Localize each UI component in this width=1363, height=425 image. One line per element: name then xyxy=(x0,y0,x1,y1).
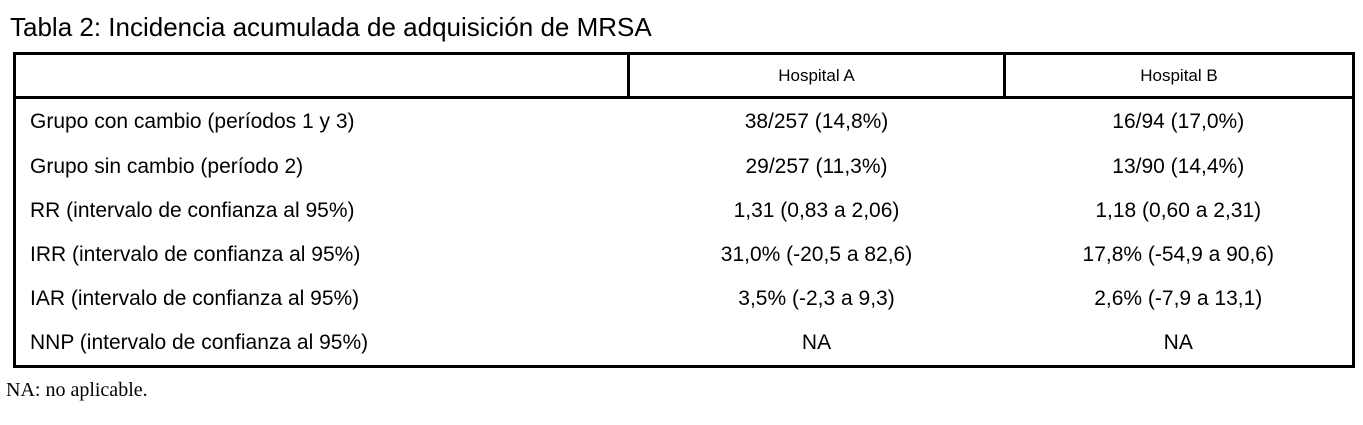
table-row: Grupo sin cambio (período 2) 29/257 (11,3… xyxy=(15,145,1354,189)
hospital-a-value: 29/257 (11,3%) xyxy=(745,155,888,178)
results-table-body: Grupo con cambio (períodos 1 y 3) 38/257 … xyxy=(15,98,1354,367)
header-hospital-a: Hospital A xyxy=(627,53,1005,99)
hospital-a-value: 3,5% (-2,3 a 9,3) xyxy=(738,287,895,310)
table-row: Grupo con cambio (períodos 1 y 3) 38/257 … xyxy=(15,98,1354,146)
row-label: RR (intervalo de confianza al 95%) xyxy=(30,199,355,222)
hospital-b-value: 17,8% (-54,9 a 90,6) xyxy=(1082,243,1274,266)
table-row: NNP (intervalo de confianza al 95%) NA NA xyxy=(15,321,1354,367)
hospital-b-value: 13/90 (14,4%) xyxy=(1112,155,1245,178)
hospital-b-value: NA xyxy=(1163,331,1193,354)
results-table: Hospital A Hospital B Grupo con cambio (… xyxy=(13,52,1355,368)
table-row: RR (intervalo de confianza al 95%) 1,31 (… xyxy=(15,189,1354,233)
row-label: IRR (intervalo de confianza al 95%) xyxy=(30,243,361,266)
header-row: Hospital A Hospital B xyxy=(14,53,1354,99)
table-row: IRR (intervalo de confianza al 95%) 31,0%… xyxy=(15,233,1354,277)
row-label: Grupo con cambio (períodos 1 y 3) xyxy=(30,110,355,133)
row-label: NNP (intervalo de confianza al 95%) xyxy=(30,331,369,354)
hospital-a-value: 38/257 (14,8%) xyxy=(744,110,889,133)
header-empty-cell xyxy=(14,53,629,99)
hospital-b-value: 16/94 (17,0%) xyxy=(1112,110,1245,133)
hospital-b-value: 1,18 (0,60 a 2,31) xyxy=(1095,199,1262,222)
row-label: Grupo sin cambio (período 2) xyxy=(30,155,304,178)
table-caption: Tabla 2: Incidencia acumulada de adquisi… xyxy=(10,12,652,42)
page: { "title": "Tabla 2: Incidencia acumulad… xyxy=(0,11,1363,425)
hospital-a-value: 31,0% (-20,5 a 82,6) xyxy=(720,243,913,266)
hospital-a-value: 1,31 (0,83 a 2,06) xyxy=(733,199,900,222)
table-row: IAR (intervalo de confianza al 95%) 3,5% … xyxy=(15,277,1354,321)
row-label: IAR (intervalo de confianza al 95%) xyxy=(30,287,360,310)
hospital-a-value: NA xyxy=(801,331,832,354)
header-hospital-b: Hospital B xyxy=(1003,53,1354,99)
hospital-b-value: 2,6% (-7,9 a 13,1) xyxy=(1094,287,1263,310)
footnote: NA: no aplicable. xyxy=(6,379,148,401)
